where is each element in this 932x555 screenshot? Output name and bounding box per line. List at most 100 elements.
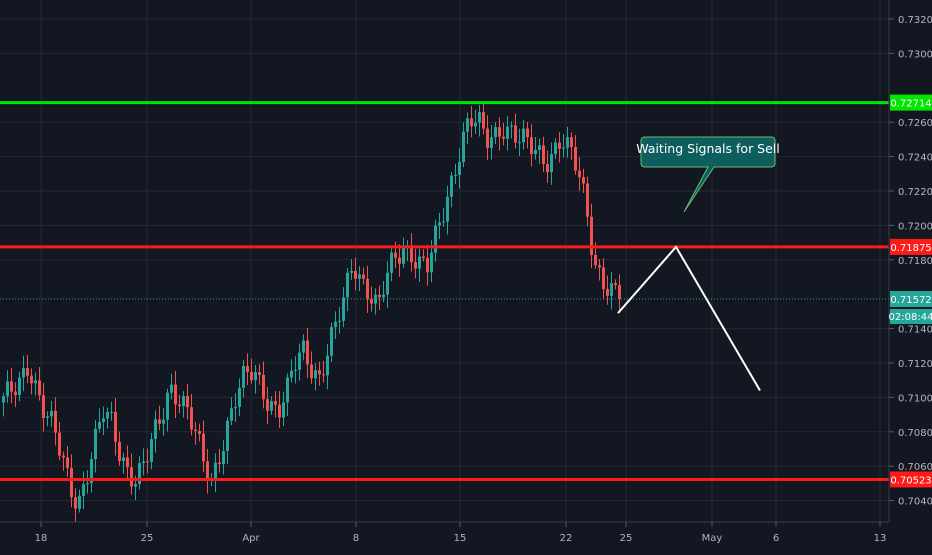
candle-body bbox=[494, 127, 497, 138]
candle-body bbox=[506, 126, 509, 139]
candle-body bbox=[218, 462, 221, 465]
candle-body bbox=[158, 419, 161, 424]
candle-body bbox=[138, 463, 141, 485]
candle-body bbox=[6, 381, 9, 397]
candle-body bbox=[22, 368, 25, 378]
candle-body bbox=[542, 145, 545, 165]
candle-body bbox=[574, 147, 577, 171]
candle-body bbox=[418, 256, 421, 269]
candle-body bbox=[70, 468, 73, 498]
candle-body bbox=[290, 370, 293, 378]
candle-body bbox=[546, 164, 549, 173]
candle-body bbox=[606, 289, 609, 296]
current-price-tag bbox=[890, 291, 932, 308]
candle-body bbox=[438, 222, 441, 226]
candle-body bbox=[222, 450, 225, 465]
candle-body bbox=[478, 112, 481, 123]
x-tick-label: May bbox=[702, 533, 723, 544]
candle-body bbox=[154, 419, 157, 440]
candle-body bbox=[46, 416, 49, 419]
price-labels: 0.72714 0.71875 0.70523 0.71572 02:08:44 bbox=[889, 94, 932, 488]
x-tick-label: 25 bbox=[141, 533, 154, 544]
candle-body bbox=[526, 128, 529, 138]
candle-body bbox=[386, 272, 389, 295]
candle-body bbox=[194, 429, 197, 432]
candle-body bbox=[326, 355, 329, 376]
candle-body bbox=[242, 365, 245, 388]
candle-body bbox=[558, 142, 561, 149]
x-tick-label: 25 bbox=[620, 533, 633, 544]
candle-body bbox=[118, 441, 121, 462]
horizontal-levels[interactable] bbox=[0, 101, 889, 481]
projection-line bbox=[617, 245, 761, 392]
candle-body bbox=[42, 395, 45, 419]
candle-body bbox=[38, 380, 41, 396]
candle-body bbox=[578, 170, 581, 178]
x-tick-label: Apr bbox=[242, 533, 260, 544]
candle-body bbox=[370, 299, 373, 304]
candle-body bbox=[318, 370, 321, 375]
candle-body bbox=[90, 459, 93, 484]
candle-body bbox=[306, 340, 309, 365]
candle-body bbox=[130, 467, 133, 487]
annotation-callout[interactable]: Waiting Signals for Sell bbox=[636, 136, 780, 213]
candle-body bbox=[238, 387, 241, 407]
candle-body bbox=[594, 254, 597, 266]
candle-body bbox=[50, 410, 53, 417]
candle-body bbox=[78, 495, 81, 509]
candle-body bbox=[518, 142, 521, 144]
candle-body bbox=[534, 149, 537, 155]
y-tick-label: 0.70400 bbox=[898, 497, 932, 508]
candle-body bbox=[126, 457, 129, 468]
candle-body bbox=[614, 283, 617, 286]
candle-body bbox=[474, 122, 477, 127]
candle-body bbox=[482, 112, 485, 129]
candle-body bbox=[186, 396, 189, 408]
level-price-tag bbox=[890, 471, 932, 488]
candle-body bbox=[34, 380, 37, 384]
candle-body bbox=[246, 365, 249, 372]
candle-body bbox=[142, 461, 145, 464]
candle-body bbox=[30, 375, 33, 384]
candle-body bbox=[402, 247, 405, 264]
candle-body bbox=[254, 372, 257, 381]
callout-shape bbox=[640, 136, 776, 213]
candle-body bbox=[226, 420, 229, 451]
candle-body bbox=[442, 221, 445, 223]
candle-body bbox=[466, 118, 469, 132]
candle-body bbox=[2, 396, 5, 403]
candle-body bbox=[270, 401, 273, 411]
candle-body bbox=[110, 411, 113, 413]
candle-body bbox=[502, 136, 505, 139]
candle-body bbox=[198, 431, 201, 434]
candle-body bbox=[346, 272, 349, 298]
candle-body bbox=[282, 402, 285, 418]
current-price-text: 0.71572 bbox=[890, 295, 931, 306]
candle-body bbox=[362, 274, 365, 279]
candle-body bbox=[150, 439, 153, 462]
level-price-text: 0.70523 bbox=[890, 475, 931, 486]
candle-body bbox=[82, 484, 85, 496]
candle-body bbox=[550, 154, 553, 173]
candle-body bbox=[498, 127, 501, 137]
countdown-tag bbox=[890, 309, 932, 325]
candle-body bbox=[398, 257, 401, 264]
candle-body bbox=[562, 147, 565, 149]
candle-body bbox=[410, 245, 413, 263]
candle-body bbox=[450, 175, 453, 197]
candle-body bbox=[486, 128, 489, 149]
time-axis[interactable]: 18 25 Apr 8 15 22 25 May 6 13 bbox=[0, 521, 889, 544]
candle-body bbox=[510, 125, 513, 127]
candle-body bbox=[462, 131, 465, 162]
candle-body bbox=[338, 320, 341, 322]
candle-body bbox=[434, 225, 437, 253]
candle-body bbox=[414, 262, 417, 269]
candle-body bbox=[230, 408, 233, 421]
